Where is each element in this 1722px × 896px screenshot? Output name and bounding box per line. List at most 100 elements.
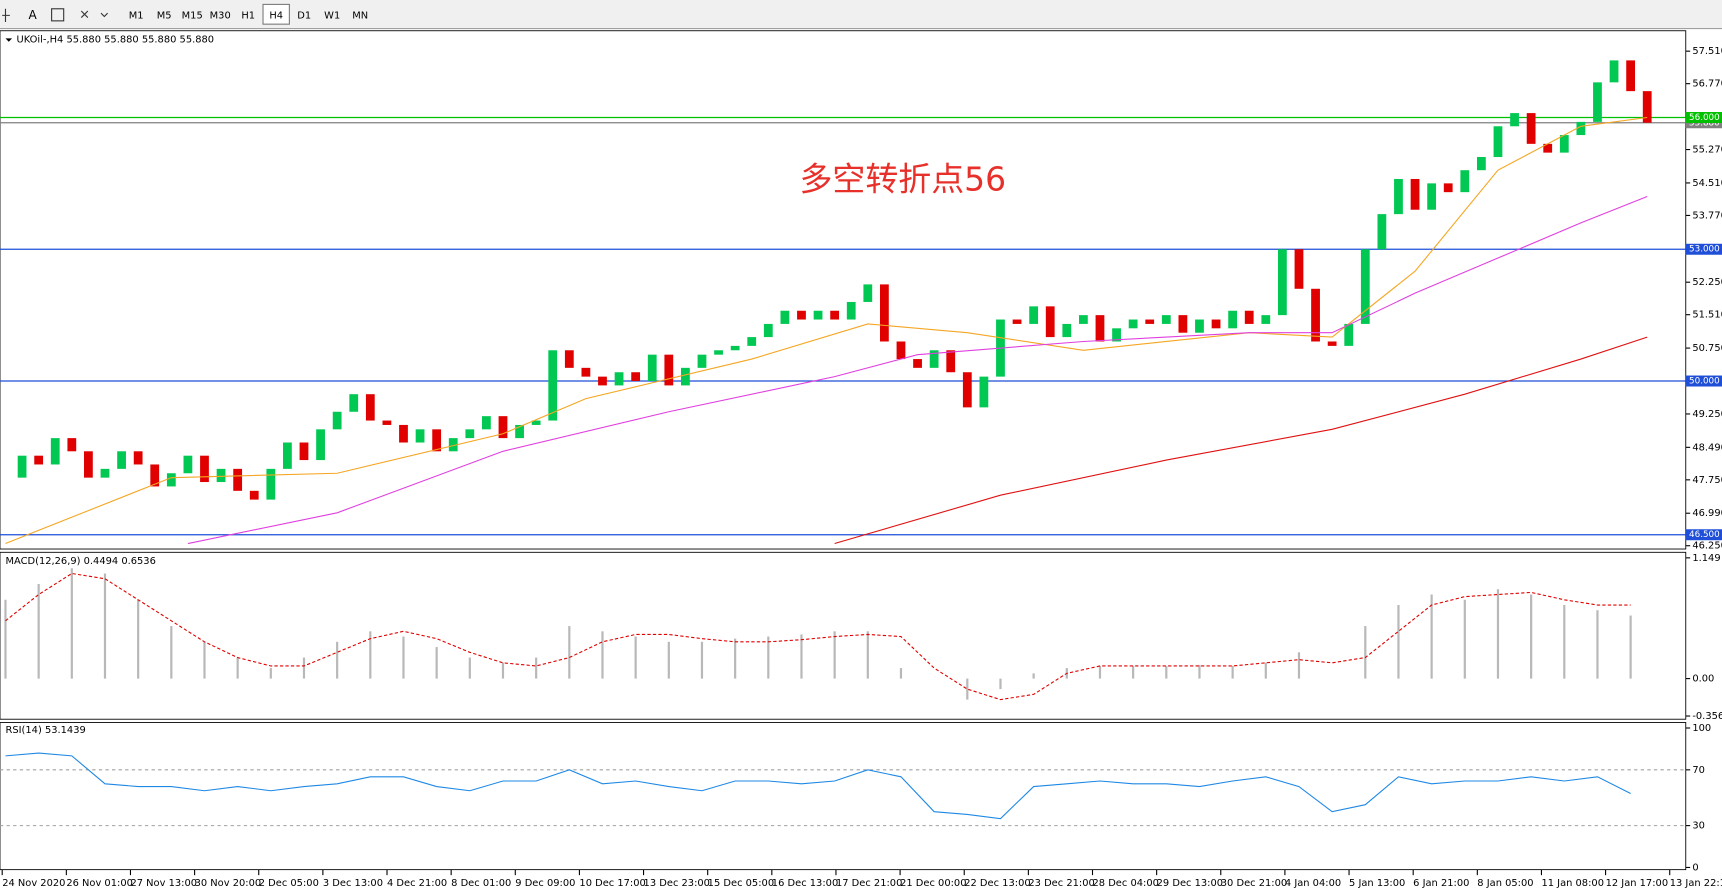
candle — [349, 394, 359, 412]
macd-label: MACD(12,26,9) 0.4494 0.6536 — [5, 556, 155, 567]
candle — [1029, 306, 1039, 324]
time-label: 5 Jan 13:00 — [1349, 878, 1405, 889]
time-label: 21 Dec 00:00 — [900, 878, 966, 889]
price-level-label: 56.000 — [1689, 113, 1720, 123]
candle — [34, 455, 44, 465]
candle — [896, 341, 906, 360]
shapes-icon[interactable] — [80, 10, 109, 18]
timeframe-button[interactable] — [262, 3, 290, 25]
toolbar-icons: A — [2, 8, 109, 22]
candle — [399, 424, 408, 443]
time-label: 13 Dec 23:00 — [644, 878, 710, 889]
candle — [216, 468, 226, 483]
candle — [1161, 315, 1171, 324]
candle — [1195, 319, 1204, 333]
price-level-label: 46.500 — [1689, 530, 1720, 540]
price-level-label: 55.880 — [1689, 118, 1720, 128]
candle — [614, 372, 624, 386]
candle — [133, 451, 143, 465]
timeframe-button[interactable] — [235, 4, 262, 25]
timeframe-label: M5 — [157, 10, 172, 21]
timeframe-button[interactable] — [151, 4, 178, 25]
timeframe-button[interactable] — [179, 4, 206, 25]
timeframe-button[interactable] — [207, 4, 234, 25]
candle — [631, 372, 641, 382]
candle — [1045, 306, 1055, 338]
candle — [299, 442, 309, 461]
price-tick-label: 57.510 — [1692, 46, 1722, 57]
candle — [382, 420, 392, 425]
candle — [1410, 178, 1420, 210]
candle — [432, 429, 442, 452]
timeframe-label: H4 — [269, 10, 283, 21]
candle — [797, 310, 806, 320]
timeframe-label: MN — [352, 10, 368, 21]
candle — [581, 367, 591, 377]
candle — [283, 442, 292, 469]
price-tick-label: 49.250 — [1692, 409, 1722, 420]
candle — [100, 468, 110, 478]
candle — [365, 394, 375, 421]
time-label: 15 Dec 05:00 — [708, 878, 774, 889]
candle — [1112, 328, 1121, 342]
timeframe-label: D1 — [297, 10, 311, 21]
candle — [415, 429, 425, 443]
timeframe-button[interactable] — [123, 4, 150, 25]
macd-signal — [5, 572, 1631, 701]
candle — [50, 438, 60, 465]
candle — [1543, 143, 1553, 153]
price-level-label: 50.000 — [1689, 377, 1720, 387]
candle — [266, 468, 276, 500]
candle — [531, 420, 541, 425]
text-tool-icon[interactable]: A — [29, 8, 38, 22]
timeframe-button[interactable] — [347, 4, 374, 25]
price-tick-label: 46.990 — [1692, 508, 1722, 519]
candle — [1626, 60, 1636, 92]
time-label: 3 Dec 13:00 — [323, 878, 383, 889]
candle — [681, 367, 690, 386]
macd-tick-label: -0.3563 — [1692, 711, 1722, 722]
header-arrow — [5, 38, 13, 42]
time-label: 29 Dec 13:00 — [1157, 878, 1223, 889]
crosshair-icon[interactable] — [2, 8, 10, 22]
candle — [183, 455, 193, 474]
candle — [17, 455, 27, 478]
candle — [482, 416, 491, 430]
candle — [200, 455, 209, 483]
price-level-box — [1685, 112, 1722, 123]
candle — [1244, 310, 1254, 324]
candle — [1327, 341, 1337, 346]
time-label: 8 Jan 05:00 — [1477, 878, 1533, 889]
time-label: 16 Dec 13:00 — [772, 878, 838, 889]
time-label: 30 Dec 21:00 — [1221, 878, 1287, 889]
candle — [67, 438, 77, 452]
candle — [946, 350, 956, 373]
candle — [1128, 319, 1138, 329]
price-tick-label: 54.510 — [1692, 178, 1722, 189]
rsi-tick-label: 30 — [1692, 821, 1705, 832]
time-label: 6 Jan 21:00 — [1413, 878, 1469, 889]
chart-header: UKOil-,H4 55.880 55.880 55.880 55.880 — [16, 35, 214, 46]
main-pane — [0, 30, 1687, 550]
macd-tick-label: 1.149 — [1692, 553, 1720, 564]
candle — [1178, 315, 1188, 333]
candle — [1078, 315, 1088, 324]
price-tick-label: 53.770 — [1692, 210, 1722, 221]
timeframe-button[interactable] — [291, 4, 318, 25]
time-label: 26 Nov 01:00 — [66, 878, 133, 889]
time-label: 11 Jan 08:00 — [1541, 878, 1604, 889]
price-level-box — [1685, 529, 1722, 541]
label-tool-icon[interactable] — [51, 8, 65, 22]
candle — [830, 310, 840, 320]
candle — [1211, 319, 1221, 329]
timeframe-label: W1 — [324, 10, 340, 21]
timeframe-button[interactable] — [319, 4, 346, 25]
candle — [1526, 113, 1536, 144]
candle — [117, 451, 126, 469]
candle — [1593, 82, 1602, 122]
rsi-tick-label: 100 — [1692, 723, 1711, 734]
candle — [233, 468, 243, 491]
candle — [1344, 323, 1354, 346]
